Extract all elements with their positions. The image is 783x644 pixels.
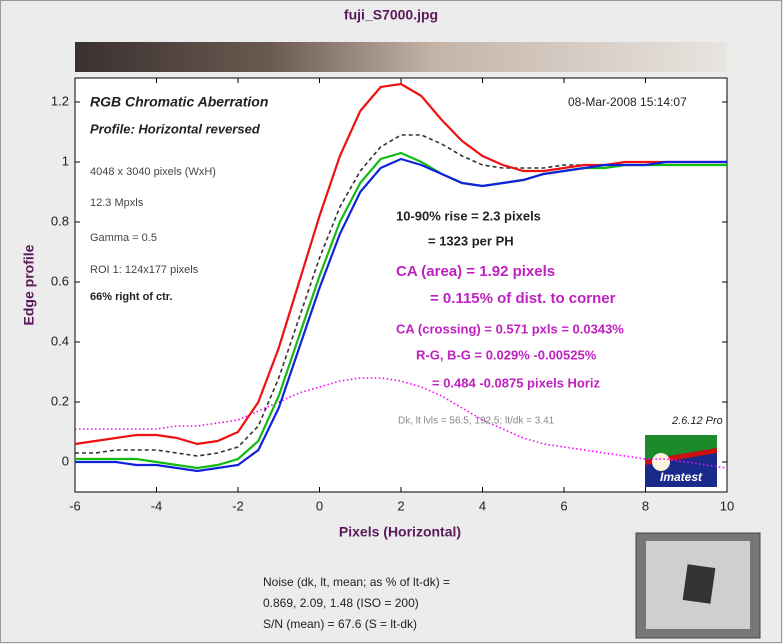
annotation: Noise (dk, lt, mean; as % of lt-dk) = — [263, 575, 450, 589]
annotation: 12.3 Mpxls — [90, 197, 144, 209]
annotation: ROI 1: 124x177 pixels — [90, 264, 199, 276]
annotation: 0.869, 2.09, 1.48 (ISO = 200) — [263, 596, 419, 610]
x-tick-label: 4 — [479, 498, 486, 513]
y-axis-label: Edge profile — [21, 244, 37, 325]
chart-title: fuji_S7000.jpg — [344, 7, 438, 23]
color-strip — [75, 42, 727, 72]
series-line — [74, 82, 727, 446]
plot-area — [74, 77, 728, 493]
annotation: 2.6.12 Pro — [671, 415, 723, 427]
annotation: = 0.484 -0.0875 pixels Horiz — [432, 375, 601, 390]
annotation: = 0.115% of dist. to corner — [430, 290, 616, 307]
x-tick-label: 0 — [316, 498, 323, 513]
x-tick-label: 10 — [720, 498, 734, 513]
annotation: S/N (mean) = 67.6 (S = lt-dk) — [263, 617, 417, 631]
annotation: CA (area) = 1.92 pixels — [396, 263, 555, 280]
annotation: = 1323 per PH — [428, 233, 514, 248]
y-tick-label: 0 — [62, 453, 69, 468]
x-tick-label: 2 — [397, 498, 404, 513]
logo — [645, 435, 717, 487]
x-tick-label: 6 — [560, 498, 567, 513]
y-tick-label: 1.2 — [51, 93, 69, 108]
logo-sun — [652, 453, 670, 471]
annotation: 08-Mar-2008 15:14:07 — [568, 95, 687, 109]
x-tick-label: -4 — [151, 498, 163, 513]
y-tick-label: 0.8 — [51, 213, 69, 228]
x-tick-label: -2 — [232, 498, 244, 513]
annotation: 10-90% rise = 2.3 pixels — [396, 208, 541, 223]
annotation: CA (crossing) = 0.571 pxls = 0.0343% — [396, 321, 624, 336]
annotation: Profile: Horizontal reversed — [90, 121, 261, 136]
annotation: Imatest — [660, 470, 703, 484]
y-tick-label: 1 — [62, 153, 69, 168]
y-tick-label: 0.4 — [51, 333, 69, 348]
annotation: 4048 x 3040 pixels (WxH) — [90, 166, 216, 178]
annotation: 66% right of ctr. — [90, 291, 173, 303]
annotation: RGB Chromatic Aberration — [90, 94, 268, 110]
series-line — [75, 377, 728, 469]
x-axis-label: Pixels (Horizontal) — [339, 524, 461, 540]
thumbnail-target — [682, 564, 716, 604]
annotation: R-G, B-G = 0.029% -0.00525% — [416, 347, 597, 362]
series-line — [75, 157, 727, 473]
y-tick-label: 0.6 — [51, 273, 69, 288]
x-tick-label: 8 — [642, 498, 649, 513]
y-tick-label: 0.2 — [51, 393, 69, 408]
annotation: Dk, lt lvls = 56.5, 192.5; lt/dk = 3.41 — [398, 416, 555, 427]
x-tick-label: -6 — [69, 498, 81, 513]
annotation: Gamma = 0.5 — [90, 232, 157, 244]
